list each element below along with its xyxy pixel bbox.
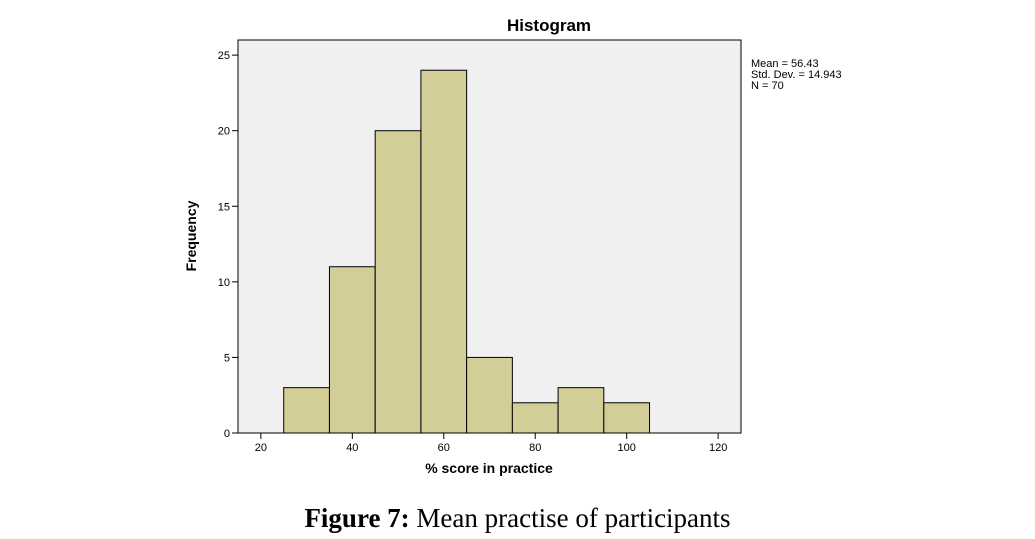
y-tick-label: 25: [218, 50, 230, 62]
histogram-bar-7: [603, 402, 651, 434]
caption-label: Figure 7:: [304, 503, 410, 533]
histogram-bar-3: [420, 69, 468, 434]
x-tick-label: 20: [255, 442, 267, 454]
chart-title: Histogram: [507, 16, 591, 35]
caption-text: Mean practise of participants: [409, 503, 731, 533]
x-tick-label: 80: [529, 442, 541, 454]
histogram-bar-1: [328, 266, 376, 434]
x-axis-label: % score in practice: [425, 460, 553, 476]
bar-group: [283, 69, 651, 434]
stats-line: Std. Dev. = 14.943: [751, 69, 842, 81]
histogram-bar-6: [557, 387, 605, 434]
x-tick-label: 120: [709, 442, 727, 454]
figure-caption: Figure 7: Mean practise of participants: [0, 500, 1035, 536]
y-axis: 0 5 10 15 20 25: [218, 50, 238, 440]
histogram-bar-5: [511, 402, 559, 434]
y-tick-label: 0: [224, 428, 230, 440]
stats-line: Mean = 56.43: [751, 58, 819, 70]
y-tick-label: 5: [224, 352, 230, 364]
x-axis: 20 40 60 80 100 120: [255, 433, 727, 454]
y-tick-label: 20: [218, 126, 230, 138]
y-axis-label: Frequency: [183, 200, 199, 271]
y-tick-label: 10: [218, 277, 230, 289]
histogram-bar-0: [283, 387, 330, 434]
histogram-chart: Histogram 0 5 10 15 20 25 20 40 60 80 100 120 Freq…: [183, 16, 842, 476]
x-tick-label: 100: [618, 442, 636, 454]
x-tick-label: 40: [346, 442, 358, 454]
histogram-bar-2: [374, 130, 422, 434]
x-tick-label: 60: [438, 442, 450, 454]
histogram-bar-4: [466, 356, 513, 434]
stats-line: N = 70: [751, 80, 784, 92]
y-tick-label: 15: [218, 201, 230, 213]
